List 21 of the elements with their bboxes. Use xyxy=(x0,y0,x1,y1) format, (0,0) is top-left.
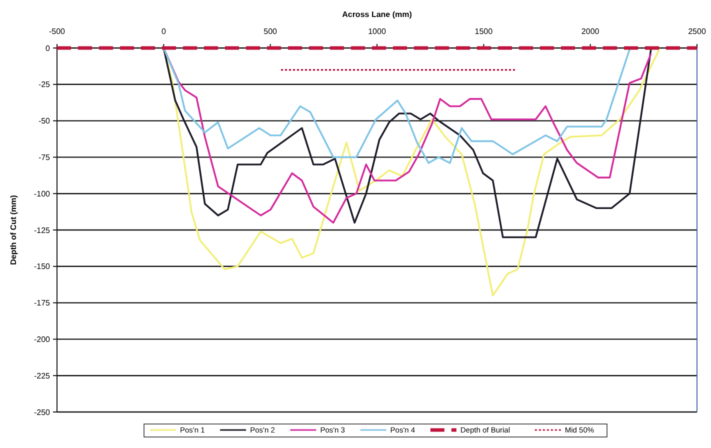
x-tick-label: 500 xyxy=(264,27,278,36)
y-tick-label: -50 xyxy=(38,116,51,126)
x-tick-label: 1500 xyxy=(474,27,494,36)
y-tick-label: -75 xyxy=(38,153,51,162)
y-tick-label: 0 xyxy=(46,44,51,53)
x-tick-label: 1000 xyxy=(368,27,386,36)
x-tick-label: 2500 xyxy=(688,27,706,36)
y-tick-label: -250 xyxy=(34,408,51,417)
y-axis-title: Depth of Cut (mm) xyxy=(9,194,18,265)
y-tick-label: -175 xyxy=(34,298,51,308)
y-tick-label: -125 xyxy=(34,226,51,235)
x-tick-label: -500 xyxy=(48,27,66,36)
x-axis-title: Across Lane (mm) xyxy=(342,10,412,19)
y-tick-label: -25 xyxy=(38,80,51,90)
x-tick-label: 2000 xyxy=(581,27,600,36)
y-tick-label: -200 xyxy=(34,335,51,344)
y-tick-label: -100 xyxy=(34,189,51,198)
y-tick-label: -225 xyxy=(34,371,51,380)
y-tick-label: -150 xyxy=(34,262,51,272)
line-series xyxy=(162,47,630,164)
x-tick-label: 0 xyxy=(161,27,166,36)
